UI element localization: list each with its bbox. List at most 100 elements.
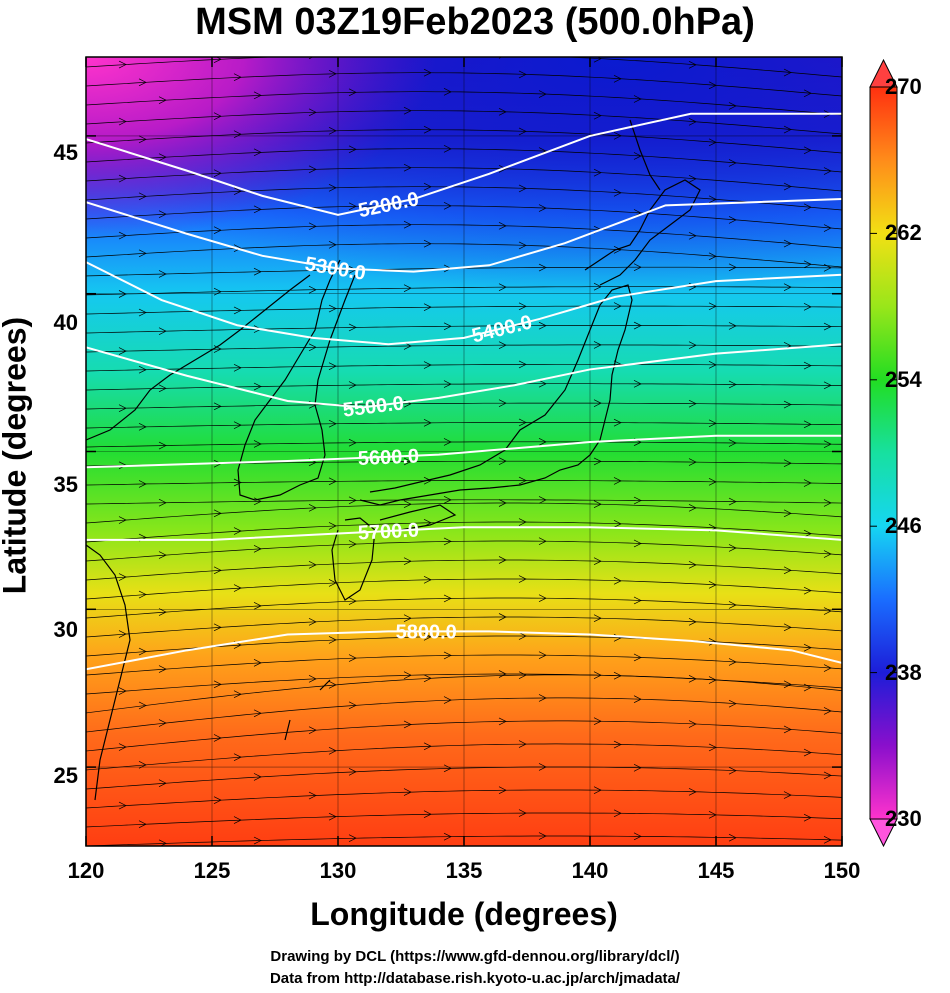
streamline-arrow	[613, 809, 622, 818]
streamline-arrow	[823, 607, 832, 615]
streamline-arrow	[613, 477, 622, 485]
streamline-arrow	[498, 499, 507, 507]
y-tick-label: 30	[53, 617, 78, 642]
streamline-arrow	[253, 148, 262, 157]
streamline-arrow	[688, 788, 697, 796]
streamline-arrow	[803, 813, 812, 822]
streamline-arrow	[213, 57, 222, 64]
streamline-arrow	[538, 832, 547, 840]
streamline-arrow	[538, 90, 547, 98]
streamline-arrow	[158, 384, 167, 393]
streamline-arrow	[498, 399, 507, 407]
y-tick-label: 35	[53, 472, 78, 497]
streamline-arrow	[403, 671, 412, 680]
streamline-arrow	[823, 836, 832, 844]
streamline-arrow	[518, 360, 527, 369]
streamline-arrow	[613, 520, 622, 528]
y-tick-marks	[86, 135, 842, 768]
streamline-arrow	[823, 263, 832, 272]
colorbar	[869, 58, 898, 848]
streamline-arrow	[138, 365, 147, 374]
streamline-arrow	[728, 439, 737, 447]
streamline-arrow	[518, 671, 527, 679]
streamline-arrow	[593, 614, 602, 623]
streamline-arrow	[728, 497, 737, 506]
streamline-arrow	[328, 126, 337, 135]
x-axis-label: Longitude (degrees)	[310, 896, 618, 932]
streamline-arrow	[253, 836, 262, 845]
streamline-arrow	[308, 165, 317, 174]
streamline-arrow	[423, 674, 432, 683]
x-tick-label: 150	[823, 858, 861, 883]
streamline-arrow	[688, 341, 697, 350]
contour-line	[86, 434, 842, 469]
streamline-arrow	[443, 496, 452, 504]
streamline-arrow	[518, 740, 527, 748]
streamline-arrow	[423, 810, 432, 819]
streamline-arrow	[253, 382, 262, 391]
streamline-arrow	[253, 497, 262, 506]
streamline-arrow	[593, 399, 602, 407]
streamline-arrow	[158, 719, 167, 727]
streamline-arrow	[593, 557, 602, 566]
streamline-arrow	[823, 550, 832, 558]
streamline-arrow	[633, 596, 642, 605]
contour-line	[86, 526, 842, 541]
streamline-arrow	[593, 57, 602, 63]
streamline-arrow	[423, 575, 432, 584]
map-title: MSM 03Z19Feb2023 (500.0hPa)	[195, 1, 755, 43]
streamline-arrow	[138, 308, 147, 317]
streamline-arrow	[403, 57, 406, 58]
streamline-arrow	[328, 183, 337, 192]
streamline-arrow	[538, 651, 547, 660]
streamline-arrow	[803, 361, 812, 370]
streamline-arrow	[443, 438, 452, 446]
streamline-arrow	[803, 748, 812, 757]
streamline-arrow	[253, 440, 262, 448]
streamline-arrow	[783, 791, 792, 799]
streamline-arrow	[783, 459, 792, 468]
streamline-arrow	[593, 341, 602, 349]
streamline-arrow	[233, 244, 242, 253]
streamline-arrow	[308, 285, 317, 294]
contour-label: 5600.0	[357, 445, 419, 470]
streamline-arrow	[403, 788, 412, 796]
lat-lon-grid	[86, 57, 842, 846]
streamline-arrow	[498, 165, 507, 173]
streamline-arrow	[328, 69, 337, 78]
streamline-arrow	[443, 537, 452, 546]
streamline-arrow	[803, 643, 812, 652]
streamline-arrow	[538, 496, 547, 504]
streamline-arrow	[423, 742, 432, 751]
streamline-arrow	[593, 500, 602, 509]
streamline-arrow	[213, 623, 222, 632]
streamline-arrow	[423, 476, 432, 485]
streamline-arrow	[233, 527, 242, 535]
streamline-arrow	[213, 566, 222, 575]
streamline-arrow	[233, 421, 242, 429]
streamline-arrow	[138, 78, 147, 87]
coastlines	[86, 119, 701, 801]
streamline-arrow	[823, 224, 832, 232]
streamline-arrow	[633, 763, 642, 772]
streamline-arrow	[443, 380, 452, 388]
streamline-arrow	[728, 102, 737, 110]
streamline-arrow	[593, 282, 602, 291]
streamline-arrow	[783, 566, 792, 575]
x-tick-label: 135	[445, 858, 483, 883]
streamline-arrow	[118, 60, 127, 69]
streamline-arrow	[823, 707, 832, 715]
streamline-arrow	[348, 701, 357, 710]
contour-label: 5800.0	[396, 621, 457, 643]
streamline-arrow	[823, 499, 832, 507]
streamline-arrow	[538, 594, 547, 603]
streamline-arrow	[728, 544, 737, 552]
streamline-arrow	[498, 457, 507, 465]
streamline-arrow	[823, 771, 832, 780]
streamline-arrow	[518, 632, 527, 640]
streamline-arrow	[783, 125, 792, 134]
streamline-arrow	[688, 458, 697, 466]
streamline-arrow	[138, 249, 147, 258]
streamline-arrow	[118, 743, 127, 751]
streamline-arrow	[403, 220, 412, 229]
